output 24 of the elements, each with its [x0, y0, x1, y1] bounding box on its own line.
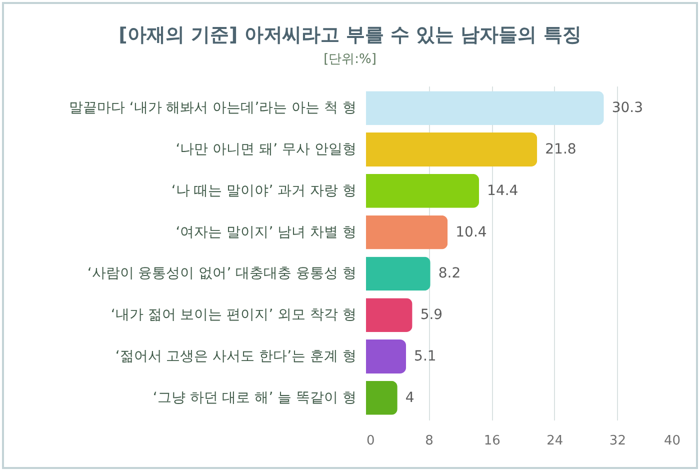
- x-tick-label: 16: [484, 434, 500, 448]
- y-tick-label: ‘여자는 말이지’ 남녀 차별 형: [176, 224, 356, 240]
- data-label: 5.9: [420, 307, 443, 324]
- y-tick-label: 말끝마다 ‘내가 해봐서 아는데’라는 아는 척 형: [68, 100, 356, 116]
- y-tick-label: ‘젊어서 고생은 사서도 한다’는 훈계 형: [115, 348, 356, 364]
- chart-subtitle: [단위:%]: [324, 52, 376, 67]
- data-label: 4: [405, 390, 414, 406]
- y-tick-label: ‘나 때는 말이야’ 과거 자랑 형: [171, 182, 356, 199]
- x-tick-label: 32: [609, 434, 626, 448]
- data-label: 10.4: [456, 224, 487, 240]
- y-tick-label: ‘그냥 하던 대로 해’ 늘 똑같이 형: [152, 390, 356, 406]
- x-tick-label: 40: [664, 434, 680, 448]
- x-tick-label: 24: [546, 434, 564, 448]
- y-tick-label: ‘나만 아니면 돼’ 무사 안일형: [176, 142, 356, 158]
- y-tick-label: ‘내가 젊어 보이는 편이지’ 외모 착각 형: [110, 307, 356, 324]
- x-tick-label: 8: [425, 434, 434, 448]
- chart-title: [아재의 기준] 아저씨라고 부를 수 있는 남자들의 특징: [118, 24, 582, 46]
- data-label: 14.4: [487, 182, 518, 199]
- data-label: 8.2: [438, 266, 461, 282]
- y-tick-label: ‘사람이 융통성이 없어’ 대충대충 융통성 형: [87, 266, 356, 282]
- data-label: 30.3: [612, 100, 644, 116]
- data-label: 5.1: [414, 348, 436, 364]
- data-label: 21.8: [545, 142, 576, 158]
- x-tick-label: 0: [366, 434, 375, 448]
